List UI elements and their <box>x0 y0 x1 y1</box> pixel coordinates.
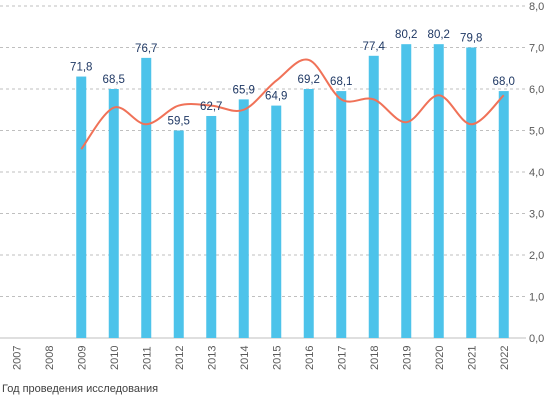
data-label: 68,1 <box>330 76 352 88</box>
bar <box>76 76 87 339</box>
x-tick-label: 2020 <box>434 346 446 370</box>
y-tick-label: 2,0 <box>529 250 544 262</box>
y-tick-label: 5,0 <box>529 126 544 138</box>
x-tick-label: 2013 <box>206 346 218 370</box>
data-label: 65,9 <box>233 84 255 96</box>
x-tick-label: 2012 <box>174 346 186 370</box>
bar-series <box>76 44 509 339</box>
bar <box>108 89 119 338</box>
x-tick-label: 2016 <box>304 346 316 370</box>
y-tick-label: 6,0 <box>529 84 544 96</box>
x-tick-label: 2007 <box>11 346 23 370</box>
bar <box>433 44 444 339</box>
bar <box>206 115 217 338</box>
x-tick-label: 2014 <box>239 346 251 370</box>
x-tick-label: 2017 <box>336 346 348 370</box>
x-tick-label: 2018 <box>369 346 381 370</box>
line-series <box>80 58 505 150</box>
x-axis-title: Год проведения исследования <box>2 383 159 395</box>
data-label: 80,2 <box>428 29 450 41</box>
x-tick-label: 2011 <box>141 346 153 370</box>
data-labels: 71,8 68,5 76,7 59,5 62,7 65,9 64,9 69,2 68,1 77,4… <box>70 29 515 127</box>
x-tick-label: 2010 <box>109 346 121 370</box>
x-tick-label: 2015 <box>271 346 283 370</box>
x-tick-label: 2021 <box>466 346 478 370</box>
y-tick-label: 1,0 <box>529 292 544 304</box>
bar <box>336 91 347 338</box>
y-tick-label: 7,0 <box>529 43 544 55</box>
bar <box>238 99 249 338</box>
data-label: 71,8 <box>70 62 92 74</box>
data-label: 62,7 <box>200 101 222 113</box>
data-label: 69,2 <box>298 74 320 86</box>
data-label: 79,8 <box>460 33 482 45</box>
x-tick-label: 2022 <box>499 346 511 370</box>
y-tick-label: 4,0 <box>529 167 544 179</box>
bar <box>141 57 152 338</box>
x-tick-label: 2009 <box>76 346 88 370</box>
bar <box>498 91 509 338</box>
data-label: 64,9 <box>265 91 287 103</box>
y-axis-ticks: 0,0 1,0 2,0 3,0 4,0 5,0 6,0 7,0 8,0 <box>529 1 544 345</box>
bar <box>303 89 314 338</box>
bar <box>173 130 184 338</box>
bar <box>271 105 282 338</box>
data-label: 76,7 <box>135 43 157 55</box>
data-label: 77,4 <box>363 41 386 53</box>
y-tick-label: 8,0 <box>529 1 544 13</box>
data-label: 80,2 <box>395 29 417 41</box>
line-path <box>80 58 505 150</box>
y-tick-label: 0,0 <box>529 333 544 345</box>
data-label: 68,0 <box>493 76 515 88</box>
x-tick-label: 2019 <box>401 346 413 370</box>
data-label: 59,5 <box>168 116 190 128</box>
x-tick-label: 2008 <box>44 346 56 370</box>
bar <box>401 44 412 339</box>
data-label: 68,5 <box>103 74 125 86</box>
x-axis-ticks: 2007 2008 2009 2010 2011 2012 2013 2014 2015 2016… <box>11 346 511 370</box>
y-tick-label: 3,0 <box>529 209 544 221</box>
bar <box>368 55 379 339</box>
bar <box>466 47 477 338</box>
